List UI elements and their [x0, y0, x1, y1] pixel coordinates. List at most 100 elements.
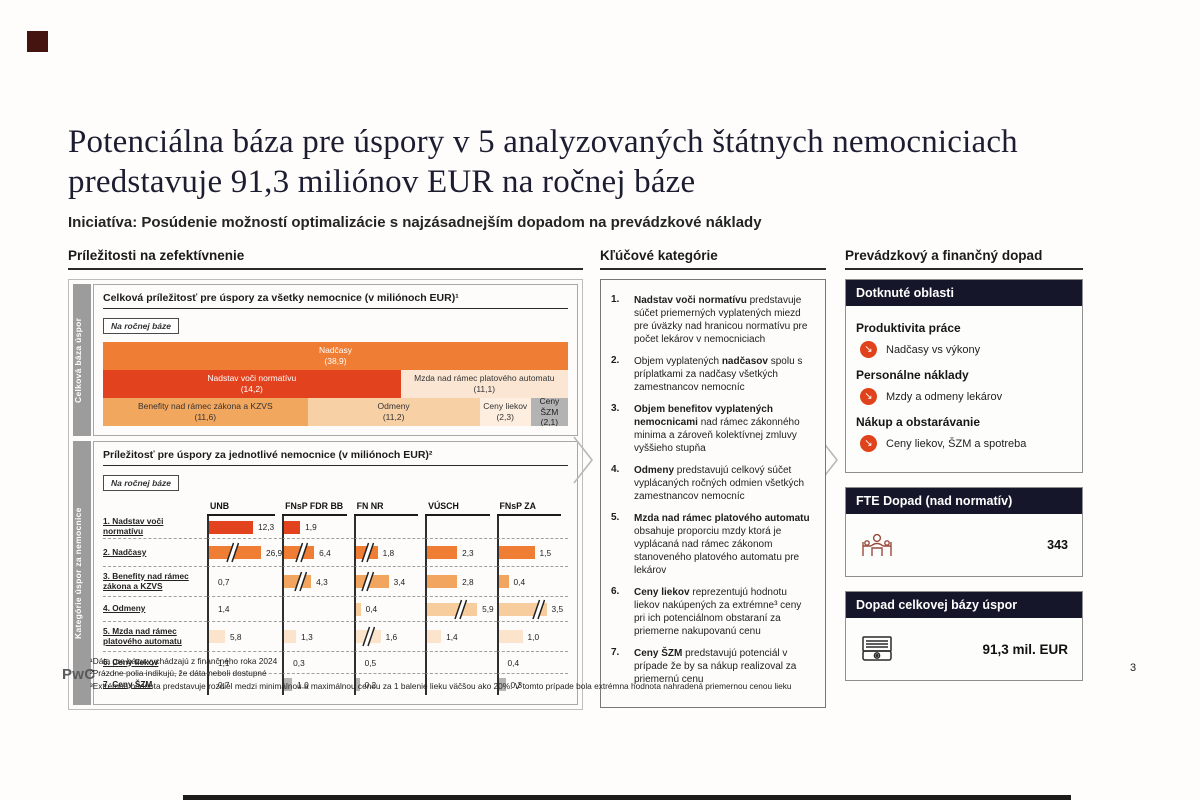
axis-break-mark [294, 541, 309, 569]
bar [355, 571, 389, 592]
axis-break-mark [293, 570, 308, 598]
annual-basis-tag-2: Na ročnej báze [103, 475, 179, 491]
category-item: 6. Ceny liekov reprezentujú hodnotu lieko… [611, 586, 813, 638]
treemap-segment-value: (11,2) [382, 412, 405, 422]
total-savings-panel: Celková báza úspor Celková príležitosť p… [73, 284, 578, 436]
bar-value: 3,5 [551, 604, 564, 614]
bar-cell: 0,3 [282, 652, 354, 674]
bar-cell: 0,4 [496, 652, 568, 674]
bar-cell [425, 516, 497, 539]
initiative-subtitle: Iniciatíva: Posúdenie možností optimaliz… [68, 214, 762, 231]
bar [498, 678, 506, 691]
bar [284, 520, 301, 534]
total-savings-body: Celková príležitosť pre úspory za všetky… [93, 284, 578, 436]
corner-accent-square [27, 31, 48, 52]
page-title: Potenciálna báza pre úspory v 5 analyzov… [68, 122, 1138, 203]
treemap-segment: Nadstav voči normatívu (14,2) [103, 370, 401, 398]
page-title-line2: predstavuje 91,3 miliónov EUR na ročnej … [68, 164, 696, 201]
bar-cell: 6,4 [282, 539, 354, 569]
bar-value: 1,5 [539, 547, 552, 558]
bar-value: 2,3 [462, 547, 474, 558]
bar-cell: 0,4 [353, 597, 426, 622]
category-item-text: Objem vyplatených nadčasov spolu s prípl… [634, 356, 803, 393]
key-categories-column: Kľúčové kategórie 1. Nadstav voči normatí… [600, 248, 826, 708]
arrow-down-right-circle-icon: ↘ [860, 388, 877, 405]
category-item: 3. Objem benefitov vyplatených nemocnicam… [611, 403, 813, 455]
hospital-column-header: FN NR [353, 499, 419, 516]
total-savings-treemap: Nadčasy (38,9) Nadstav voči normatívu (14,2… [103, 342, 568, 426]
bar-value: 1,6 [385, 631, 398, 642]
bar-cell: 1,4 [207, 597, 283, 622]
category-item: 7. Ceny ŠZM predstavujú potenciál v prípa… [611, 647, 813, 686]
category-item-number: 2. [611, 355, 620, 366]
affected-group-item: ↘ Nadčasy vs výkony [860, 341, 1072, 358]
bar-cell: 1,4 [425, 622, 497, 652]
bar-value: 0,7 [218, 679, 230, 690]
bar-cell [353, 516, 426, 539]
category-item-number: 1. [611, 294, 620, 305]
banknotes-icon [862, 636, 892, 661]
affected-group-item-label: Ceny liekov, ŠZM a spotreba [886, 437, 1027, 450]
row-label: 7. Ceny ŠZM [103, 678, 153, 689]
bar [427, 546, 458, 559]
row-label: 5. Mzda nad rámec platového automatu [103, 622, 207, 652]
affected-areas-box: Dotknuté oblasti Produktivita práce ↘ Nadč… [845, 279, 1083, 473]
bar [209, 542, 261, 563]
opportunities-column: Príležitosti na zefektívnenie Celková bá… [68, 248, 583, 710]
bar [284, 571, 312, 592]
bar-cell: 0,3 [496, 674, 568, 695]
bar-cell: 26,9 [207, 539, 283, 567]
bar-cell: 5,9 [425, 597, 497, 622]
bar-value: 2,8 [462, 576, 474, 587]
treemap-segment: Nadčasy (38,9) [103, 342, 568, 370]
category-item-number: 4. [611, 464, 620, 475]
axis-break-mark [360, 541, 374, 569]
bar-cell: 0,4 [496, 567, 568, 597]
category-item: 4. Odmeny predstavujú celkový súčet vyplá… [611, 464, 813, 503]
bar [355, 542, 378, 563]
page-number: 3 [1130, 662, 1137, 674]
treemap-segment-value: (2,3) [496, 412, 514, 422]
key-categories-header: Kľúčové kategórie [600, 248, 826, 270]
bar-value: 0,5 [364, 657, 377, 668]
hospital-column-header: FNsP FDR BB [282, 499, 347, 516]
bar [427, 575, 458, 588]
bar-value: 0,3 [293, 657, 305, 668]
treemap-segment-value: (11,1) [473, 384, 496, 394]
axis-break-mark [360, 570, 374, 598]
bar-cell [496, 516, 568, 539]
affected-areas-body: Produktivita práce ↘ Nadčasy vs výkony Pers… [846, 306, 1082, 472]
hospital-savings-panel: Kategórie úspor za nemocnice Príležitosť… [73, 441, 578, 705]
hospital-column-header: UNB [207, 499, 276, 516]
hospital-column-header: FNsP ZA [496, 499, 561, 516]
bar-value: 5,8 [230, 631, 242, 642]
row-label: 1. Nadstav voči normatívu [103, 516, 207, 539]
treemap-row: Nadstav voči normatívu (14,2) Mzda nad rám… [103, 370, 568, 398]
bar-cell: 1,0 [282, 674, 353, 695]
category-item: 2. Objem vyplatených nadčasov spolu s prí… [611, 355, 813, 394]
total-impact-value: 91,3 mil. EUR [982, 641, 1068, 657]
bar-cell: 1,3 [282, 622, 354, 652]
total-impact-box: Dopad celkovej bázy úspor 91,3 mil. EUR [845, 591, 1083, 681]
key-categories-box: 1. Nadstav voči normatívu predstavuje súč… [600, 279, 826, 708]
bar-cell: 3,4 [353, 567, 426, 597]
category-item-text: Nadstav voči normatívu predstavuje súčet… [634, 295, 808, 345]
bar [427, 630, 442, 643]
bar-cell: 4,3 [282, 567, 354, 597]
bar [355, 626, 381, 647]
bar-cell: 5,8 [207, 622, 283, 652]
bar [355, 602, 361, 616]
bar-value: 1,4 [218, 604, 230, 614]
bar-value: 6,4 [319, 547, 331, 558]
bar [355, 678, 360, 691]
bar-cell: 12,3 [207, 516, 283, 539]
bar-value: 1,9 [305, 522, 317, 532]
arrow-down-right-circle-icon: ↘ [860, 435, 877, 452]
axis-break-mark [225, 541, 240, 569]
row-label: 3. Benefity nad rámec zákona a KZVS [103, 567, 207, 597]
bar-cell [425, 674, 496, 695]
bar-value: 0,4 [507, 657, 520, 668]
category-item-text: Odmeny predstavujú celkový súčet vypláca… [634, 465, 805, 502]
fte-impact-body: 343 [846, 514, 1082, 576]
affected-group-item: ↘ Mzdy a odmeny lekárov [860, 388, 1072, 405]
